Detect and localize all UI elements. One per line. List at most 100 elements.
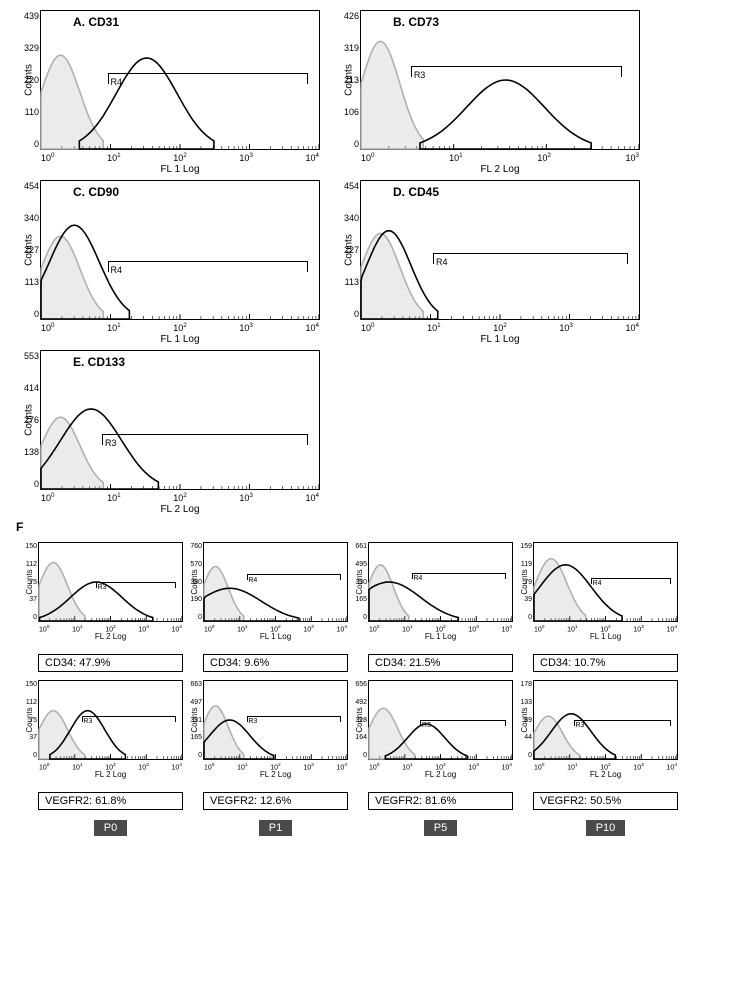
x-ticks: 100101102103104: [41, 152, 319, 163]
histogram-panel: E. CD133R30138276414553100101102103104Co…: [40, 350, 320, 490]
gate-region: [574, 720, 671, 726]
x-ticks: 100101102103104: [41, 492, 319, 503]
x-ticks: 100101102103: [361, 152, 639, 163]
histogram-panel: D. CD45R40113227340454100101102103104Cou…: [360, 180, 640, 320]
y-axis-label: Counts: [355, 569, 364, 594]
gate-label: R3: [83, 718, 92, 725]
vegfr2-value: VEGFR2: 50.5%: [533, 792, 678, 810]
gate-region: [412, 573, 506, 579]
passage-column: R40165330495661100101102103104CountsFL 1…: [368, 542, 513, 836]
x-ticks: 100101102103104: [361, 322, 639, 333]
x-axis-label: FL 1 Log: [590, 632, 621, 641]
histogram-panel: R304489133178100101102103104CountsFL 2 L…: [533, 680, 678, 760]
plot-area: R30165331497663100101102103104CountsFL 2…: [203, 680, 348, 760]
x-axis-label: FL 2 Log: [260, 770, 291, 779]
plot-area: R303775112150100101102103104CountsFL 2 L…: [38, 680, 183, 760]
x-axis-label: FL 1 Log: [425, 632, 456, 641]
gate-label: R3: [422, 722, 431, 729]
gate-region: [82, 716, 176, 722]
x-axis-label: FL 2 Log: [95, 770, 126, 779]
y-axis-label: Counts: [520, 707, 529, 732]
y-axis-label: Counts: [25, 569, 34, 594]
gate-label: R4: [111, 77, 123, 87]
passage-badge: P1: [259, 820, 292, 836]
gate-region: [96, 582, 176, 588]
plot-area: R303775112150100101102103104CountsFL 2 L…: [38, 542, 183, 622]
x-axis-label: FL 1 Log: [160, 334, 199, 345]
gate-label: R4: [248, 577, 257, 584]
y-axis-label: Counts: [355, 707, 364, 732]
x-ticks: 100101102103104: [41, 322, 319, 333]
gate-label: R4: [436, 257, 448, 267]
gate-label: R4: [413, 575, 422, 582]
plot-area: A. CD31R40110220329439100101102103104Cou…: [40, 10, 320, 150]
y-axis-label: Counts: [25, 707, 34, 732]
gate-region: [420, 720, 506, 726]
gate-region: [411, 66, 622, 77]
histogram-panel: R30164328492656100101102103104CountsFL 2…: [368, 680, 513, 760]
histogram-panel: R403979119159100101102103104CountsFL 1 L…: [533, 542, 678, 622]
plot-area: E. CD133R30138276414553100101102103104Co…: [40, 350, 320, 490]
gate-label: R4: [111, 265, 123, 275]
histogram-panel: R40190380570760100101102103104CountsFL 1…: [203, 542, 348, 622]
gate-region: [247, 716, 341, 722]
y-axis-label: Counts: [23, 234, 34, 266]
x-axis-label: FL 2 Log: [425, 770, 456, 779]
plot-area: R40190380570760100101102103104CountsFL 1…: [203, 542, 348, 622]
passage-badge: P5: [424, 820, 457, 836]
plot-area: B. CD73R30106213319426100101102103Counts…: [360, 10, 640, 150]
cd34-value: CD34: 10.7%: [533, 654, 678, 672]
gate-label: R3: [575, 722, 584, 729]
vegfr2-value: VEGFR2: 12.6%: [203, 792, 348, 810]
histogram-panel: R40165330495661100101102103104CountsFL 1…: [368, 542, 513, 622]
passage-column: R40190380570760100101102103104CountsFL 1…: [203, 542, 348, 836]
cd34-value: CD34: 9.6%: [203, 654, 348, 672]
vegfr2-value: VEGFR2: 61.8%: [38, 792, 183, 810]
plot-area: R30164328492656100101102103104CountsFL 2…: [368, 680, 513, 760]
y-axis-label: Counts: [343, 234, 354, 266]
y-axis-label: Counts: [23, 64, 34, 96]
x-axis-label: FL 2 Log: [160, 504, 199, 515]
histogram-panel: R30165331497663100101102103104CountsFL 2…: [203, 680, 348, 760]
gate-region: [108, 73, 308, 84]
cd34-value: CD34: 21.5%: [368, 654, 513, 672]
passage-badge: P0: [94, 820, 127, 836]
x-axis-label: FL 1 Log: [160, 164, 199, 175]
gate-region: [591, 578, 671, 584]
histogram-panel: R303775112150100101102103104CountsFL 2 L…: [38, 542, 183, 622]
gate-label: R3: [98, 584, 107, 591]
histogram-panel: A. CD31R40110220329439100101102103104Cou…: [40, 10, 320, 150]
passage-column: R303775112150100101102103104CountsFL 2 L…: [38, 542, 183, 836]
plot-area: R403979119159100101102103104CountsFL 1 L…: [533, 542, 678, 622]
plot-area: C. CD90R40113227340454100101102103104Cou…: [40, 180, 320, 320]
x-axis-label: FL 2 Log: [590, 770, 621, 779]
passage-badge: P10: [586, 820, 626, 836]
plot-area: D. CD45R40113227340454100101102103104Cou…: [360, 180, 640, 320]
vegfr2-value: VEGFR2: 81.6%: [368, 792, 513, 810]
y-axis-label: Counts: [190, 569, 199, 594]
passage-column: R403979119159100101102103104CountsFL 1 L…: [533, 542, 678, 836]
gate-label: R3: [414, 70, 426, 80]
gate-region: [108, 261, 308, 272]
histogram-panel: R303775112150100101102103104CountsFL 2 L…: [38, 680, 183, 760]
histogram-panel: B. CD73R30106213319426100101102103Counts…: [360, 10, 640, 150]
plot-area: R40165330495661100101102103104CountsFL 1…: [368, 542, 513, 622]
gate-region: [247, 574, 341, 580]
gate-label: R3: [248, 718, 257, 725]
x-axis-label: FL 1 Log: [260, 632, 291, 641]
gate-region: [102, 434, 308, 445]
y-axis-label: Counts: [520, 569, 529, 594]
y-axis-label: Counts: [343, 64, 354, 96]
cd34-value: CD34: 47.9%: [38, 654, 183, 672]
plot-area: R304489133178100101102103104CountsFL 2 L…: [533, 680, 678, 760]
x-axis-label: FL 2 Log: [480, 164, 519, 175]
y-axis-label: Counts: [23, 404, 34, 436]
section-f-label: F: [16, 520, 723, 534]
gate-label: R3: [105, 438, 117, 448]
histogram-panel: C. CD90R40113227340454100101102103104Cou…: [40, 180, 320, 320]
gate-label: R4: [593, 580, 602, 587]
gate-region: [433, 253, 628, 264]
x-axis-label: FL 2 Log: [95, 632, 126, 641]
x-axis-label: FL 1 Log: [480, 334, 519, 345]
y-axis-label: Counts: [190, 707, 199, 732]
